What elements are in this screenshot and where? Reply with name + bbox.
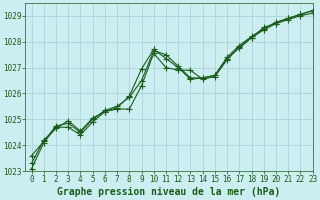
- X-axis label: Graphe pression niveau de la mer (hPa): Graphe pression niveau de la mer (hPa): [57, 187, 281, 197]
